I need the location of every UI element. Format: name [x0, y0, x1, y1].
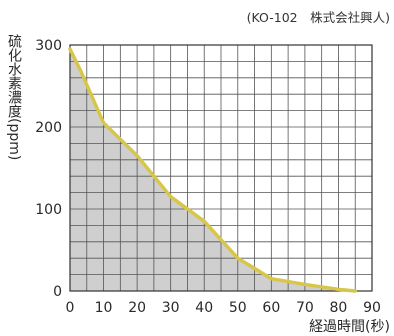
y-tick-label: 0	[53, 284, 62, 300]
x-tick-label: 90	[363, 300, 381, 316]
data-point	[68, 47, 72, 51]
data-point	[303, 282, 307, 286]
data-point	[169, 195, 173, 199]
data-point	[78, 68, 82, 72]
y-tick-label: 200	[35, 120, 62, 136]
data-point	[269, 277, 273, 281]
source-label: (KO-102 株式会社興人)	[247, 10, 390, 25]
x-tick-label: 0	[66, 300, 75, 316]
x-tick-label: 10	[95, 300, 113, 316]
plot-border	[69, 44, 373, 292]
x-tick-label: 40	[195, 300, 213, 316]
data-point	[353, 289, 357, 293]
x-axis-label: 経過時間(秒)	[309, 319, 390, 335]
data-point	[102, 121, 106, 125]
y-axis-label: 硫化水素濃度(ppm)	[6, 34, 22, 160]
plot-area	[68, 44, 373, 293]
x-tick-label: 70	[296, 300, 314, 316]
area-fill	[70, 49, 356, 291]
data-point	[202, 219, 206, 223]
x-tick-label: 30	[162, 300, 180, 316]
data-point	[336, 287, 340, 291]
x-tick-label: 20	[128, 300, 146, 316]
y-tick-label: 300	[35, 38, 62, 54]
data-point	[236, 256, 240, 260]
x-tick-label: 80	[330, 300, 348, 316]
data-point	[135, 154, 139, 158]
x-tick-label: 60	[262, 300, 280, 316]
x-tick-label: 50	[229, 300, 247, 316]
y-tick-label: 100	[35, 202, 62, 218]
